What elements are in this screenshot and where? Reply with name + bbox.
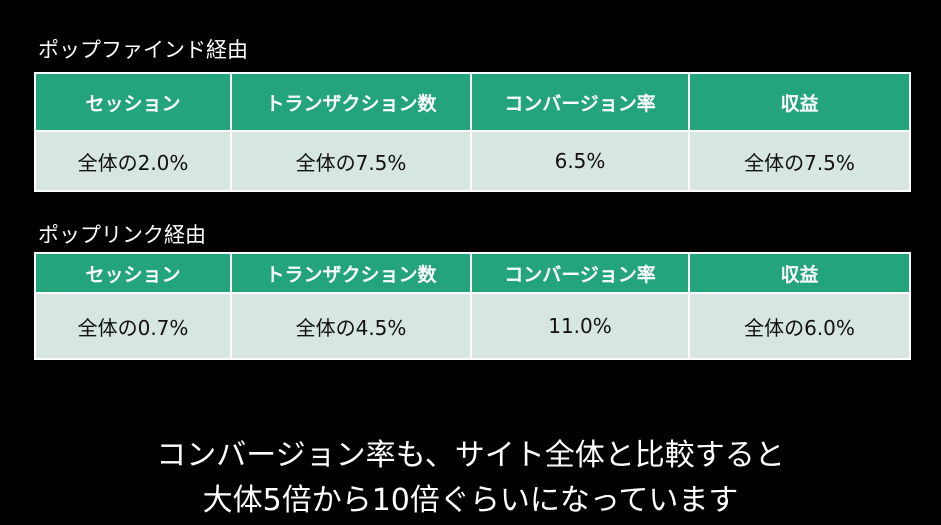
cell-conversion-rate: 11.0% [470, 292, 690, 360]
cell-sessions: 全体の2.0% [34, 130, 232, 192]
cell-revenue: 全体の7.5% [688, 130, 911, 192]
cell-revenue: 全体の6.0% [688, 292, 911, 360]
table-header-row: セッション トランザクション数 コンバージョン率 収益 [34, 252, 911, 294]
cell-transactions: 全体の4.5% [230, 292, 472, 360]
cell-sessions: 全体の0.7% [34, 292, 232, 360]
header-revenue: 収益 [688, 72, 911, 132]
subtitle-caption-line-2: 大体5倍から10倍ぐらいになっています [202, 483, 739, 518]
header-conversion-rate: コンバージョン率 [470, 252, 690, 294]
header-sessions: セッション [34, 72, 232, 132]
section-title-popfind: ポップファインド経由 [38, 38, 248, 62]
table-row: 全体の2.0% 全体の7.5% 6.5% 全体の7.5% [34, 130, 911, 192]
subtitle-caption-line-1: コンバージョン率も、サイト全体と比較すると [156, 438, 785, 473]
header-transactions: トランザクション数 [230, 72, 472, 132]
table-header-row: セッション トランザクション数 コンバージョン率 収益 [34, 72, 911, 132]
metrics-table-poplink: セッション トランザクション数 コンバージョン率 収益 全体の0.7% 全体の4… [34, 252, 911, 360]
table-row: 全体の0.7% 全体の4.5% 11.0% 全体の6.0% [34, 292, 911, 360]
header-transactions: トランザクション数 [230, 252, 472, 294]
header-sessions: セッション [34, 252, 232, 294]
metrics-table-popfind: セッション トランザクション数 コンバージョン率 収益 全体の2.0% 全体の7… [34, 72, 911, 192]
cell-conversion-rate: 6.5% [470, 130, 690, 192]
cell-transactions: 全体の7.5% [230, 130, 472, 192]
section-title-poplink: ポップリンク経由 [38, 223, 206, 247]
header-revenue: 収益 [688, 252, 911, 294]
header-conversion-rate: コンバージョン率 [470, 72, 690, 132]
